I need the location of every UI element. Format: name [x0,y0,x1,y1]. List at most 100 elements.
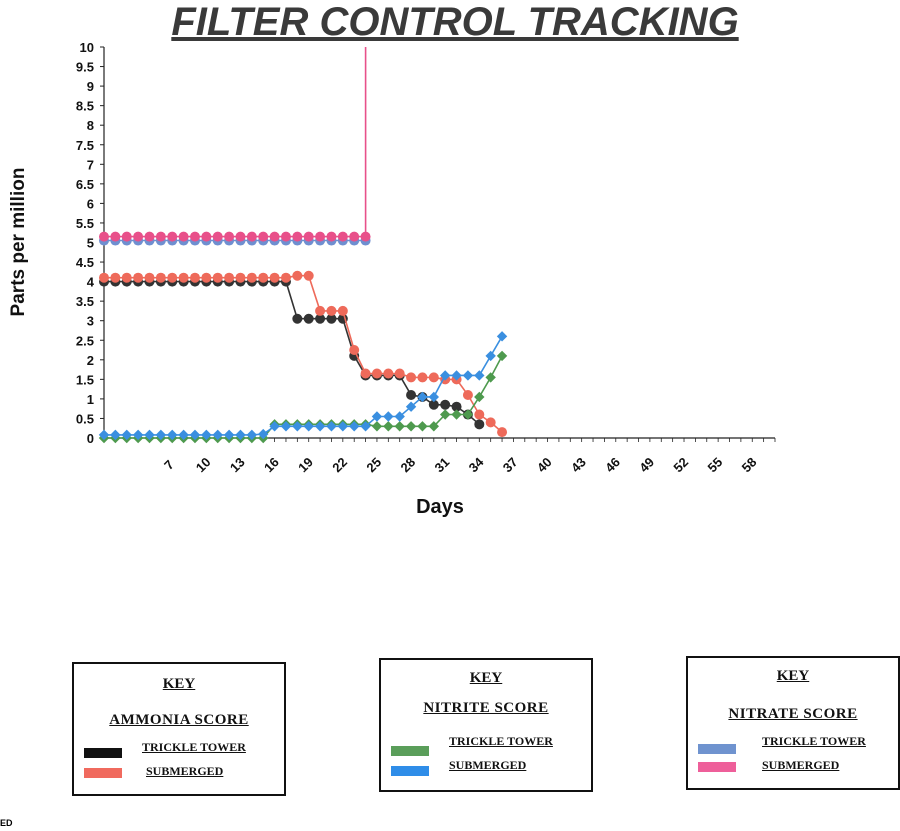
ammonia-data-point [462,389,473,400]
nitrite-data-point [98,429,110,441]
nitrite-data-point [474,391,485,403]
y-tick-label: 9 [87,79,94,94]
ammonia-data-point [155,272,166,283]
nitrite-data-point [235,429,246,441]
nitrite-data-point [326,421,337,432]
ammonia-data-point [167,272,178,283]
ammonia-data-point [371,368,382,379]
y-tick-label: 6.5 [76,177,94,192]
nitrate-data-point [258,231,269,242]
nitrate-data-point [349,231,360,242]
nitrite-series-line [104,335,503,436]
ammonia-data-point [144,272,155,283]
ammonia-data-point [497,427,508,438]
x-tick-label: 13 [227,454,248,475]
ammonia-data-point [269,272,280,283]
key-score-title: NITRITE SCORE [423,700,549,716]
ammonia-data-point [428,372,439,383]
nitrite-data-point [485,350,496,362]
ammonia-series-line [104,280,480,425]
x-tick-label: 16 [261,454,282,475]
nitrite-data-point [417,421,428,432]
nitrite-data-point [474,370,485,381]
nitrate-data-point [167,231,178,242]
x-tick-label: 43 [568,454,589,475]
nitrate-data-point [178,231,189,242]
nitrate-data-point [133,231,144,242]
x-tick-label: 10 [193,454,214,475]
nitrite-data-point [189,429,201,441]
y-tick-label: 3.5 [76,294,94,309]
ammonia-data-point [315,305,326,316]
nitrate-data-point [99,231,109,242]
x-tick-label: 40 [534,454,555,475]
x-tick-label: 22 [329,454,350,475]
y-tick-label: 0 [87,431,94,446]
ammonia-data-point [440,399,451,410]
ammonia-data-point [394,368,405,379]
key-heading: KEY [469,670,503,686]
nitrite-data-point [303,421,314,432]
ammonia-data-point [417,372,428,383]
nitrate-data-point [189,231,200,242]
x-tick-label: 37 [500,454,521,475]
ammonia-data-point [201,272,212,283]
ammonia-submerged-swatch [84,768,122,778]
nitrate-data-point [235,231,246,242]
ammonia-data-point [485,417,496,428]
y-tick-label: 10 [80,40,94,55]
nitrite-data-point [258,428,269,440]
ammonia-data-point [326,313,337,324]
y-tick-label: 4.5 [76,255,94,270]
nitrate-data-point [110,231,121,242]
line-chart: 0 0.5 1 1.5 2 2.5 3 3.5 4 4.5 5 5.5 6 6.5 7 7.5 8 8.5 9 9.5… [8,40,776,518]
x-tick-label: 7 [161,457,177,473]
x-tick-label: 34 [466,454,487,475]
key-label: TRICKLE TOWER [762,734,866,748]
ammonia-data-point [212,272,223,283]
nitrate-data-point [269,231,280,242]
key-label: TRICKLE TOWER [142,740,246,754]
nitrite-trickle-swatch [391,746,429,756]
nitrate-data-point [121,231,132,242]
y-tick-label: 1 [87,392,94,407]
nitrite-data-point [451,409,462,420]
ammonia-data-point [224,272,235,283]
ammonia-key: KEY AMMONIA SCORE TRICKLE TOWER SUBMERGE… [72,662,286,796]
x-tick-label: 55 [705,454,726,475]
nitrite-data-point [269,421,280,432]
ammonia-data-point [99,272,109,283]
nitrite-data-point [167,429,178,441]
x-tick-label: 25 [363,454,384,475]
nitrite-data-point [451,370,462,381]
nitrite-data-point [462,370,474,381]
key-heading: KEY [162,676,196,692]
nitrite-data-point [280,421,292,432]
nitrate-series-line [104,47,367,238]
ammonia-data-point [235,272,246,283]
nitrate-data-point [315,231,326,242]
ammonia-data-point [326,305,337,316]
y-tick-label: 1.5 [76,372,94,387]
nitrite-data-point [462,409,474,420]
x-tick-label: 46 [602,454,623,475]
nitrite-data-point [439,370,451,381]
nitrate-key: KEY NITRATE SCORE TRICKLE TOWER SUBMERGE… [686,656,900,790]
nitrate-data-point [326,231,337,242]
y-tick-label: 8 [87,118,94,133]
nitrite-data-point [428,391,440,403]
nitrite-data-point [371,411,383,422]
ammonia-data-point [315,313,326,324]
y-tick-label: 5.5 [76,216,94,231]
chart-axes: 0 0.5 1 1.5 2 2.5 3 3.5 4 4.5 5 5.5 6 6.5 7 7.5 8 8.5 9 9.5… [76,40,776,475]
ammonia-trickle-swatch [84,748,122,758]
nitrite-data-point [496,331,508,342]
nitrate-submerged-swatch [698,762,736,772]
ammonia-data-point [303,313,314,324]
nitrite-data-point [292,421,303,432]
ammonia-data-point [280,272,291,283]
nitrate-data-point [360,231,371,242]
ammonia-data-point [383,368,394,379]
y-tick-label: 2.5 [76,333,94,348]
ammonia-data-point [360,368,371,379]
